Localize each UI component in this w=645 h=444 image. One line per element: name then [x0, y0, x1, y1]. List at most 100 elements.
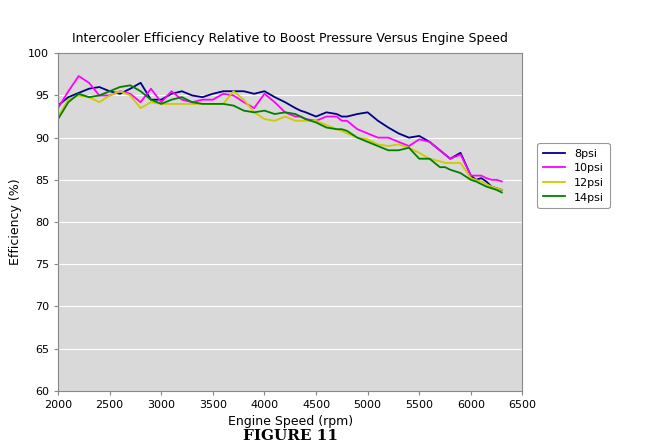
- 14psi: [312, 120, 320, 125]
- 10psi: [302, 116, 310, 122]
- 8psi: [188, 93, 196, 98]
- 10psi: [271, 99, 279, 105]
- 10psi: [188, 99, 196, 105]
- 8psi: [261, 88, 268, 94]
- 14psi: [457, 170, 464, 176]
- Y-axis label: Efficiency (%): Efficiency (%): [10, 178, 23, 266]
- 12psi: [157, 101, 165, 107]
- 12psi: [250, 110, 258, 115]
- 10psi: [322, 114, 330, 119]
- 14psi: [230, 103, 237, 108]
- 8psi: [297, 108, 304, 113]
- 12psi: [137, 106, 144, 111]
- 12psi: [297, 118, 304, 123]
- 14psi: [441, 165, 449, 170]
- 14psi: [405, 145, 413, 151]
- 10psi: [426, 139, 433, 144]
- 8psi: [281, 99, 289, 105]
- 14psi: [126, 83, 134, 88]
- 14psi: [199, 101, 206, 107]
- 14psi: [395, 147, 402, 153]
- 12psi: [116, 88, 124, 94]
- 8psi: [472, 177, 480, 182]
- 8psi: [364, 110, 372, 115]
- 10psi: [126, 91, 134, 96]
- 12psi: [147, 99, 155, 105]
- 14psi: [333, 127, 341, 132]
- 14psi: [446, 167, 454, 172]
- 12psi: [338, 128, 346, 134]
- 14psi: [95, 93, 103, 98]
- 10psi: [209, 97, 217, 103]
- 10psi: [281, 110, 289, 115]
- 12psi: [209, 101, 217, 107]
- 8psi: [157, 97, 165, 103]
- 8psi: [457, 150, 464, 155]
- 12psi: [467, 175, 475, 181]
- 14psi: [240, 108, 248, 113]
- 8psi: [147, 97, 155, 103]
- 8psi: [219, 88, 227, 94]
- 12psi: [126, 93, 134, 98]
- 8psi: [54, 103, 62, 108]
- 8psi: [64, 95, 72, 100]
- Legend: 8psi, 10psi, 12psi, 14psi: 8psi, 10psi, 12psi, 14psi: [537, 143, 610, 208]
- 12psi: [364, 137, 372, 142]
- 8psi: [302, 110, 310, 115]
- 12psi: [343, 131, 351, 136]
- 12psi: [281, 114, 289, 119]
- Text: FIGURE 11: FIGURE 11: [243, 428, 338, 443]
- 10psi: [498, 179, 506, 184]
- 8psi: [240, 88, 248, 94]
- 8psi: [498, 187, 506, 193]
- 14psi: [353, 135, 361, 140]
- 12psi: [498, 187, 506, 193]
- 10psi: [472, 173, 480, 178]
- 14psi: [338, 127, 346, 132]
- 10psi: [482, 175, 490, 181]
- 10psi: [384, 135, 392, 140]
- 10psi: [446, 156, 454, 162]
- 12psi: [64, 97, 72, 103]
- 12psi: [271, 118, 279, 123]
- 10psi: [457, 152, 464, 157]
- 8psi: [209, 91, 217, 96]
- 10psi: [477, 173, 485, 178]
- 14psi: [364, 139, 372, 144]
- 12psi: [322, 122, 330, 128]
- 8psi: [271, 95, 279, 100]
- 14psi: [426, 156, 433, 162]
- 12psi: [441, 160, 449, 166]
- 10psi: [219, 91, 227, 96]
- 8psi: [126, 86, 134, 91]
- 14psi: [219, 101, 227, 107]
- 10psi: [436, 147, 444, 153]
- 8psi: [405, 135, 413, 140]
- 10psi: [199, 97, 206, 103]
- 10psi: [415, 137, 423, 142]
- 8psi: [75, 90, 83, 95]
- 10psi: [467, 173, 475, 178]
- 12psi: [446, 160, 454, 166]
- 10psi: [395, 139, 402, 144]
- 14psi: [106, 88, 114, 94]
- 12psi: [54, 114, 62, 119]
- 8psi: [482, 179, 490, 184]
- 14psi: [482, 184, 490, 189]
- 8psi: [85, 86, 93, 91]
- 10psi: [374, 135, 382, 140]
- 10psi: [292, 114, 299, 119]
- 14psi: [75, 91, 83, 96]
- 12psi: [488, 184, 495, 189]
- 12psi: [106, 93, 114, 98]
- 12psi: [168, 101, 175, 107]
- 10psi: [147, 86, 155, 91]
- 10psi: [157, 99, 165, 105]
- 12psi: [199, 101, 206, 107]
- 8psi: [395, 131, 402, 136]
- 8psi: [230, 88, 237, 94]
- 8psi: [343, 114, 351, 119]
- 12psi: [353, 135, 361, 140]
- X-axis label: Engine Speed (rpm): Engine Speed (rpm): [228, 415, 353, 428]
- 14psi: [137, 88, 144, 94]
